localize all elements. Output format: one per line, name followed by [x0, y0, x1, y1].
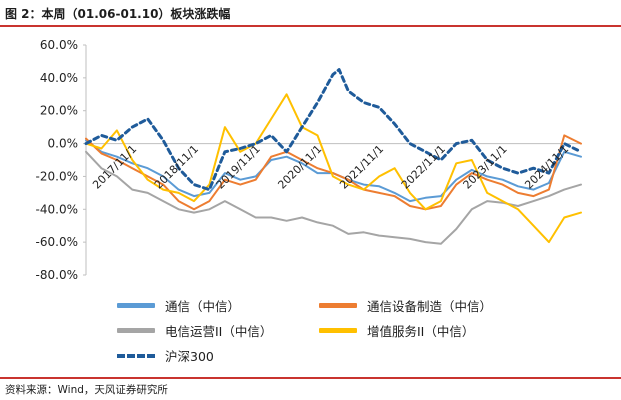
- y-tick-label: 60.0%: [40, 38, 78, 52]
- source-divider: [0, 377, 621, 379]
- chart-title: 图 2：本周（01.06-01.10）板块涨跌幅: [5, 7, 231, 21]
- chart-axes: 60.0% 40.0% 20.0% 0.0% -20.0% -40.0% -60.0% -80…: [36, 38, 581, 282]
- series-line-2: [85, 150, 582, 245]
- source-note: 资料来源：Wind，天风证券研究所: [5, 384, 168, 396]
- y-tick-label: -20.0%: [36, 169, 78, 183]
- series-line-3: [85, 93, 582, 244]
- y-tick-label: -60.0%: [36, 235, 78, 249]
- y-tick-label: 40.0%: [40, 71, 78, 85]
- title-divider: [0, 25, 621, 27]
- line-chart: 60.0% 40.0% 20.0% 0.0% -20.0% -40.0% -60.0% -80…: [36, 38, 583, 282]
- series-line-4: [84, 68, 583, 192]
- y-tick-label: -40.0%: [36, 202, 78, 216]
- y-tick-label: 0.0%: [48, 137, 79, 151]
- y-tick-label: 20.0%: [40, 104, 78, 118]
- y-tick-label: -80.0%: [36, 268, 78, 282]
- chart-series: 2017/11/1 2018/11/1 2019/11/1 2020/11/1 2021…: [84, 68, 583, 245]
- series-line-1: [85, 134, 582, 211]
- chart-title-bar: 图 2：本周（01.06-01.10）板块涨跌幅: [0, 0, 621, 27]
